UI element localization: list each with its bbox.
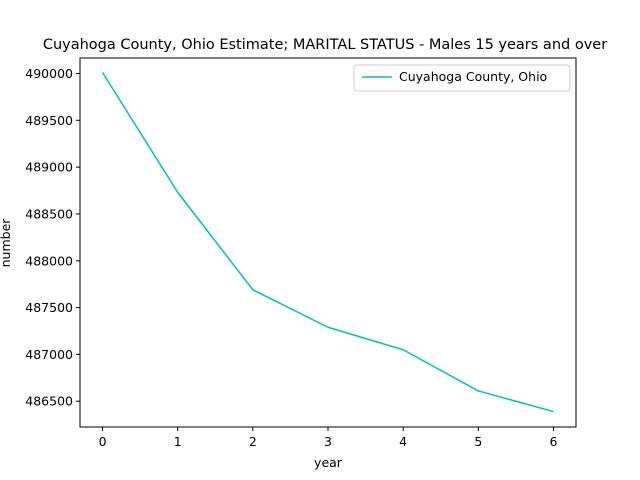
y-tick-label: 490000 (25, 66, 73, 81)
x-tick-label: 4 (399, 434, 407, 449)
y-tick-label: 487000 (25, 347, 73, 362)
chart-title: Cuyahoga County, Ohio Estimate; MARITAL … (43, 37, 607, 53)
legend: Cuyahoga County, Ohio (353, 64, 571, 92)
x-axis-ticks: 0 1 2 3 4 5 6 (99, 427, 557, 449)
y-tick-label: 488000 (25, 253, 73, 268)
x-tick-label: 0 (99, 434, 107, 449)
legend-box (353, 64, 571, 92)
y-tick-label: 489000 (25, 160, 73, 175)
x-tick-label: 2 (249, 434, 257, 449)
series-line (101, 72, 554, 413)
series-lines (101, 72, 554, 413)
y-axis-label: number (0, 218, 13, 268)
x-tick-label: 5 (474, 434, 482, 449)
plot-area-frame (79, 57, 577, 428)
x-tick-label: 1 (174, 434, 182, 449)
x-tick-label: 6 (549, 434, 557, 449)
x-tick-label: 3 (324, 434, 332, 449)
y-tick-label: 487500 (25, 300, 73, 315)
y-tick-label: 486500 (25, 394, 73, 409)
y-axis-ticks: 486500 487000 487500 488000 488500 489000 4895… (25, 66, 80, 409)
legend-label: Cuyahoga County, Ohio (399, 69, 547, 84)
x-axis-label: year (314, 455, 343, 470)
y-tick-label: 489500 (25, 113, 73, 128)
y-tick-label: 488500 (25, 206, 73, 221)
